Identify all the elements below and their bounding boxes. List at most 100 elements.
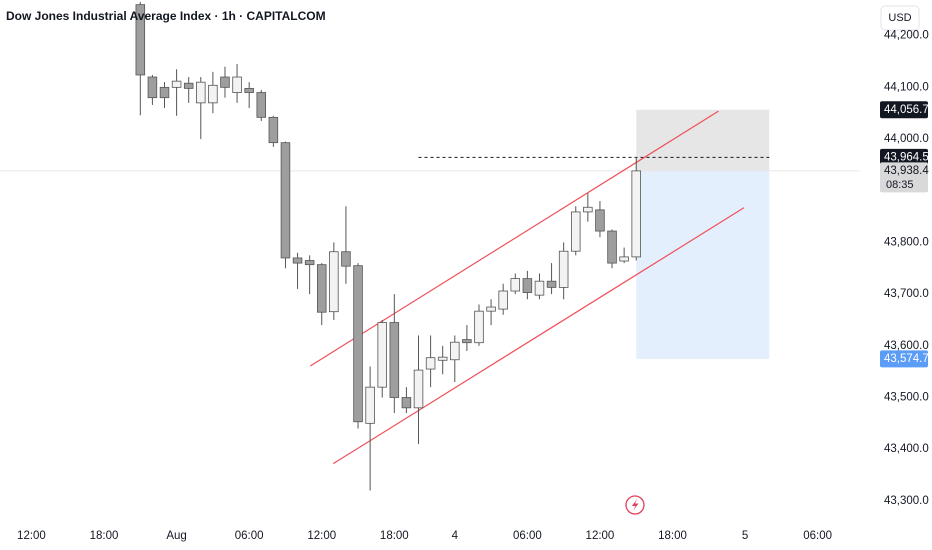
candle bbox=[183, 77, 194, 103]
candle bbox=[147, 74, 158, 105]
y-tick-label: 43,800.0 bbox=[884, 236, 929, 248]
candle-body bbox=[341, 251, 351, 267]
candle-body bbox=[280, 142, 291, 259]
candle-body bbox=[462, 339, 472, 344]
y-tick-label: 43,700.0 bbox=[884, 288, 929, 300]
currency-label: USD bbox=[888, 12, 911, 24]
candle-body bbox=[208, 84, 218, 104]
x-tick-label: 18:00 bbox=[658, 530, 687, 542]
candle-body bbox=[510, 278, 521, 292]
candle bbox=[401, 387, 412, 414]
candle bbox=[268, 115, 279, 147]
candle-body bbox=[316, 264, 327, 313]
candle bbox=[159, 82, 170, 109]
candle bbox=[329, 242, 339, 320]
candle-body bbox=[631, 170, 641, 258]
x-tick-label: 06:00 bbox=[803, 530, 832, 542]
y-tick-label: 44,200.0 bbox=[884, 30, 929, 42]
candle-body bbox=[232, 76, 242, 93]
candle bbox=[570, 206, 581, 256]
price-label-box bbox=[880, 148, 928, 166]
candle bbox=[546, 263, 557, 295]
candle bbox=[304, 255, 315, 295]
candle-body bbox=[171, 80, 182, 88]
price-label: 43,574.7 bbox=[884, 353, 929, 365]
candle bbox=[486, 299, 496, 326]
price-label: 44,056.7 bbox=[884, 104, 929, 116]
candle bbox=[389, 294, 400, 414]
candle-body bbox=[353, 265, 363, 423]
candle-body bbox=[365, 386, 375, 424]
candle bbox=[135, 2, 146, 116]
candle bbox=[534, 273, 545, 300]
x-tick-label: 12:00 bbox=[307, 530, 336, 542]
chart-title: Dow Jones Industrial Average Index · 1h … bbox=[6, 9, 326, 23]
candle-body bbox=[401, 397, 412, 409]
price-label-box bbox=[880, 101, 928, 119]
candle bbox=[220, 66, 230, 98]
candle bbox=[462, 325, 472, 351]
candle-body bbox=[329, 251, 339, 313]
candle-body bbox=[256, 92, 267, 118]
x-tick-label: 18:00 bbox=[90, 530, 119, 542]
candle-body bbox=[558, 250, 569, 288]
target-zone bbox=[636, 109, 770, 171]
price-label-box bbox=[880, 162, 928, 193]
candle-body bbox=[147, 76, 158, 99]
candle bbox=[498, 283, 508, 315]
candle-body bbox=[159, 86, 170, 99]
candle bbox=[353, 263, 363, 429]
candle bbox=[510, 273, 521, 295]
candle bbox=[196, 77, 206, 140]
candle bbox=[208, 71, 218, 114]
x-tick-label: 5 bbox=[742, 530, 748, 542]
candle bbox=[232, 64, 242, 103]
candle-body bbox=[570, 211, 581, 252]
candle-body bbox=[292, 257, 303, 264]
currency-button[interactable] bbox=[880, 5, 920, 31]
x-tick-label: 12:00 bbox=[586, 530, 615, 542]
y-tick-label: 44,000.0 bbox=[884, 133, 929, 145]
candle bbox=[341, 206, 351, 284]
candle bbox=[244, 82, 254, 109]
candle bbox=[450, 335, 460, 382]
candle bbox=[292, 252, 303, 289]
candle bbox=[171, 69, 182, 116]
candle bbox=[437, 345, 448, 375]
candle bbox=[256, 89, 267, 121]
candle bbox=[631, 157, 641, 261]
y-tick-label: 43,500.0 bbox=[884, 392, 929, 404]
candle bbox=[522, 270, 533, 300]
candle bbox=[425, 335, 436, 388]
candle-body bbox=[522, 278, 533, 293]
candle-body bbox=[474, 310, 484, 344]
candle-body bbox=[486, 306, 496, 312]
candle-body bbox=[546, 280, 557, 288]
price-label-box bbox=[880, 350, 928, 368]
x-tick-label: 4 bbox=[452, 530, 459, 542]
candle-body bbox=[534, 280, 545, 296]
candle-body bbox=[498, 290, 508, 310]
candle-body bbox=[583, 206, 593, 213]
candle-body bbox=[425, 357, 436, 370]
candle-body bbox=[377, 322, 387, 388]
x-tick-label: 06:00 bbox=[513, 530, 542, 542]
alert-icon[interactable] bbox=[625, 495, 645, 515]
candle-body bbox=[413, 369, 424, 409]
candle bbox=[583, 193, 593, 222]
candle-body bbox=[619, 256, 629, 262]
y-tick-label: 43,600.0 bbox=[884, 340, 929, 352]
candle bbox=[413, 335, 424, 445]
price-label: 43,964.5 bbox=[884, 151, 929, 163]
y-tick-label: 43,400.0 bbox=[884, 443, 929, 455]
candle-body bbox=[135, 4, 146, 76]
channel-line bbox=[332, 207, 745, 465]
candle-body bbox=[268, 116, 279, 144]
stop-zone bbox=[636, 170, 770, 359]
candle bbox=[474, 304, 484, 346]
candle-body bbox=[183, 82, 194, 89]
candle bbox=[365, 366, 375, 491]
x-tick-label: 06:00 bbox=[235, 530, 264, 542]
